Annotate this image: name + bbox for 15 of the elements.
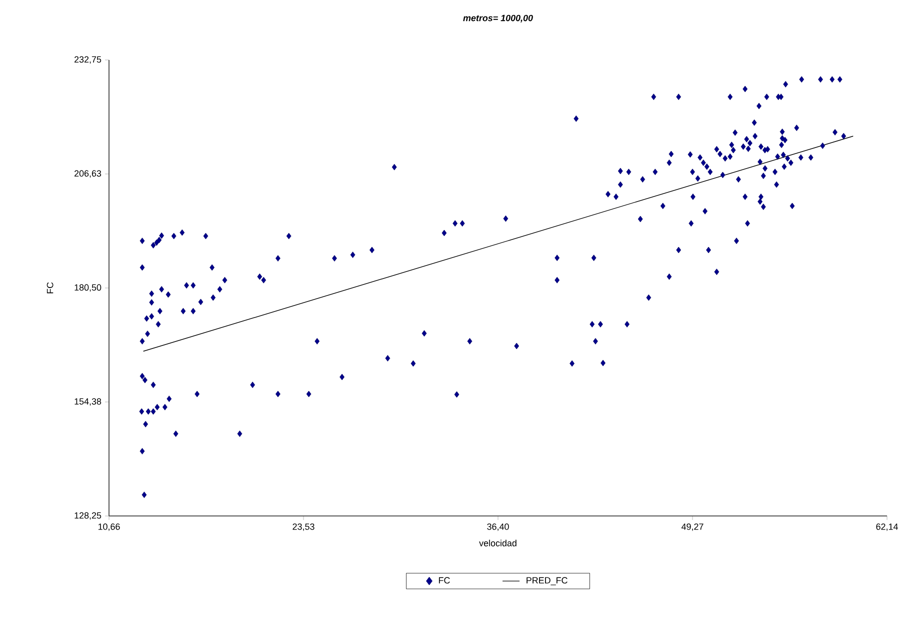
x-tick-label: 23,53: [292, 524, 314, 531]
y-tick-label: 232,75: [74, 56, 102, 64]
legend-label: PRED_FC: [526, 577, 568, 586]
x-axis-title: velocidad: [479, 540, 516, 546]
y-tick-label: 206,63: [74, 170, 102, 178]
y-tick-label: 128,25: [74, 512, 102, 520]
x-tick-label: 36,40: [487, 524, 509, 531]
y-axis-title: FC: [46, 282, 54, 294]
legend-label: FC: [438, 577, 450, 584]
x-tick-label: 10,66: [98, 524, 120, 531]
chart-title: metros= 1000,00: [463, 14, 533, 22]
x-tick-label: 49,27: [681, 524, 704, 531]
y-tick-label: 154,38: [74, 398, 102, 406]
x-tick-label: 62,14: [876, 524, 898, 531]
y-tick-label: 180,50: [74, 284, 102, 292]
